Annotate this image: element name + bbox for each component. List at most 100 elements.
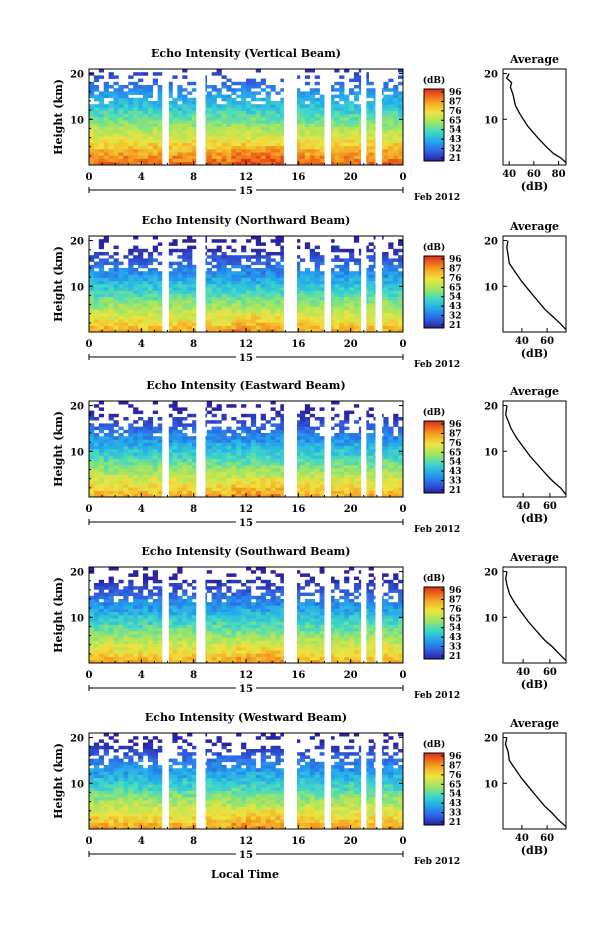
heatmap-cell	[314, 287, 320, 291]
heatmap-cell	[98, 101, 105, 105]
heatmap-cell	[314, 113, 320, 118]
heatmap-cell	[108, 293, 114, 298]
heatmap-cell	[393, 458, 399, 463]
heatmap-cell	[93, 129, 100, 134]
heatmap-cell	[142, 274, 149, 278]
heatmap-cell	[182, 75, 188, 79]
heatmap-cell	[108, 101, 114, 105]
heatmap-cell	[133, 274, 139, 278]
heatmap-cell	[270, 309, 276, 314]
heatmap-cell	[113, 465, 119, 469]
heatmap-cell	[398, 261, 404, 266]
heatmap-cell	[334, 142, 340, 147]
heatmap-cell	[187, 461, 193, 466]
profile-frame	[502, 400, 567, 498]
heatmap-cell	[304, 158, 311, 163]
heatmap-cell	[241, 328, 247, 333]
heatmap-cell	[349, 449, 355, 453]
heatmap-cell	[152, 452, 158, 456]
colorbar-tick-label: 76	[449, 107, 462, 117]
x-tick-label: 20	[344, 504, 358, 515]
heatmap-cell	[295, 468, 301, 472]
heatmap-cell	[211, 442, 217, 447]
heatmap-cell	[93, 136, 100, 140]
heatmap-cell	[138, 255, 144, 259]
heatmap-cell	[275, 468, 281, 472]
heatmap-cell	[142, 471, 149, 475]
heatmap-cell	[388, 487, 394, 491]
heatmap-cell	[231, 104, 237, 108]
heatmap-cell	[152, 142, 158, 147]
colorbar	[423, 255, 445, 329]
heatmap-cell	[299, 107, 306, 111]
heatmap-cell	[226, 325, 232, 330]
heatmap-cell	[398, 97, 404, 102]
heatmap-cell	[216, 152, 222, 156]
heatmap-cell	[182, 149, 188, 153]
heatmap-cell	[280, 268, 286, 272]
heatmap-cell	[93, 436, 100, 440]
heatmap-cells	[89, 401, 404, 498]
heatmap-cell	[108, 136, 114, 140]
heatmap-cell	[255, 316, 262, 320]
heatmap-cell	[388, 474, 394, 479]
heatmap-cell	[226, 78, 232, 83]
heatmap-cell	[221, 152, 227, 156]
heatmap-cell	[138, 252, 144, 256]
heatmap-cell	[226, 322, 232, 326]
heatmap-cell	[319, 101, 325, 105]
heatmap-cell	[353, 94, 360, 99]
heatmap-cell	[309, 123, 315, 127]
heatmap-cell	[123, 417, 129, 421]
heatmap-cell	[250, 85, 257, 89]
heatmap-cell	[319, 312, 325, 317]
heatmap-cell	[339, 481, 345, 485]
heatmap-cell	[133, 91, 139, 95]
heatmap-cell	[133, 261, 139, 266]
profile-y-tick-label: 20	[484, 237, 498, 248]
heatmap-cell	[393, 468, 399, 472]
heatmap-cell	[260, 139, 266, 143]
heatmap-cell	[295, 309, 301, 314]
heatmap-cell	[368, 133, 374, 137]
heatmap-cell	[393, 117, 399, 121]
heatmap-cell	[275, 152, 281, 156]
heatmap-cell	[314, 449, 320, 453]
heatmap-cell	[270, 433, 276, 437]
heatmap-cell	[177, 129, 183, 134]
heatmap-cell	[108, 436, 114, 440]
heatmap-cell	[260, 277, 266, 282]
heatmap-cell	[133, 493, 139, 498]
heatmap-cell	[280, 239, 286, 243]
heatmap-cell	[388, 142, 394, 147]
heatmap-cell	[147, 481, 154, 485]
heatmap-cell	[319, 328, 325, 333]
heatmap-cell	[236, 274, 242, 278]
heatmap-cell	[128, 461, 134, 466]
heatmap-cell	[275, 293, 281, 298]
heatmap-cell	[280, 439, 286, 443]
heatmap-cell	[216, 133, 222, 137]
heatmap-cell	[133, 290, 139, 294]
heatmap-cell	[182, 465, 188, 469]
heatmap-cell	[344, 136, 350, 140]
heatmap-cell	[211, 123, 217, 127]
heatmap-cell	[314, 280, 320, 285]
heatmap-cell	[118, 290, 124, 294]
heatmap-cell	[270, 423, 276, 427]
heatmap-cell	[123, 452, 129, 456]
heatmap-cell	[388, 319, 394, 323]
heatmap-cell	[339, 306, 345, 310]
heatmap-cell	[255, 484, 262, 488]
heatmap-cell	[113, 91, 119, 95]
heatmap-cell	[344, 300, 350, 304]
heatmap-cell	[133, 145, 139, 150]
heatmap-cell	[133, 126, 139, 131]
heatmap-cell	[255, 465, 262, 469]
heatmap-cell	[157, 316, 163, 320]
heatmap-cell	[339, 120, 345, 124]
heatmap-cell	[108, 120, 114, 124]
heatmap-cell	[280, 88, 286, 92]
heatmap-cell	[226, 452, 232, 456]
heatmap-cell	[314, 319, 320, 323]
